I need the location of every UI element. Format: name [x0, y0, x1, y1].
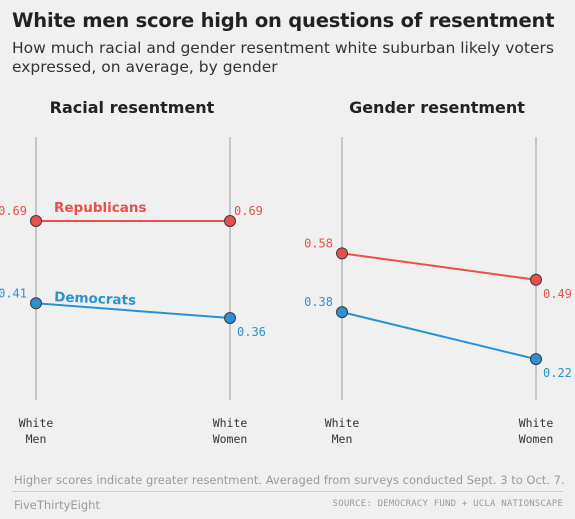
footnote: Higher scores indicate greater resentmen… — [14, 473, 565, 487]
data-label: 0.22 — [543, 366, 572, 380]
data-label: 0.49 — [543, 287, 572, 301]
data-label: 0.36 — [237, 325, 266, 339]
category-label: White Women — [519, 416, 554, 446]
series-line — [341, 311, 537, 361]
brand-label: FiveThirtyEight — [14, 498, 100, 512]
chart-title: White men score high on questions of res… — [12, 9, 555, 32]
data-label: 0.69 — [234, 204, 263, 218]
series-line — [35, 302, 231, 319]
data-point — [224, 312, 236, 324]
data-point — [336, 306, 348, 319]
slope-charts: White Men White Women 0.69 0.69 Republicans 0.4… — [0, 137, 572, 446]
series-name-label: Republicans — [54, 200, 147, 216]
data-label: 0.41 — [0, 286, 27, 300]
panel-title-racial: Racial resentment — [49, 98, 215, 117]
data-label: 0.38 — [304, 295, 333, 309]
category-label: White Women — [213, 416, 248, 446]
data-point — [336, 247, 348, 260]
series-name-label: Democrats — [54, 289, 137, 309]
chart-subtitle: How much racial and gender resentment wh… — [12, 39, 554, 76]
source-label: SOURCE: DEMOCRACY FUND + UCLA NATIONSCAP… — [332, 499, 563, 509]
data-point — [530, 353, 542, 366]
category-label: White Men — [325, 416, 360, 446]
footer-divider — [12, 491, 563, 492]
data-point — [30, 297, 42, 310]
data-label: 0.58 — [304, 236, 333, 250]
category-label: White Men — [19, 416, 54, 446]
data-point — [530, 273, 542, 286]
panel-title-gender: Gender resentment — [349, 98, 525, 117]
data-label: 0.69 — [0, 204, 27, 218]
data-point — [224, 215, 236, 227]
series-line — [341, 252, 537, 281]
data-point — [30, 215, 42, 227]
